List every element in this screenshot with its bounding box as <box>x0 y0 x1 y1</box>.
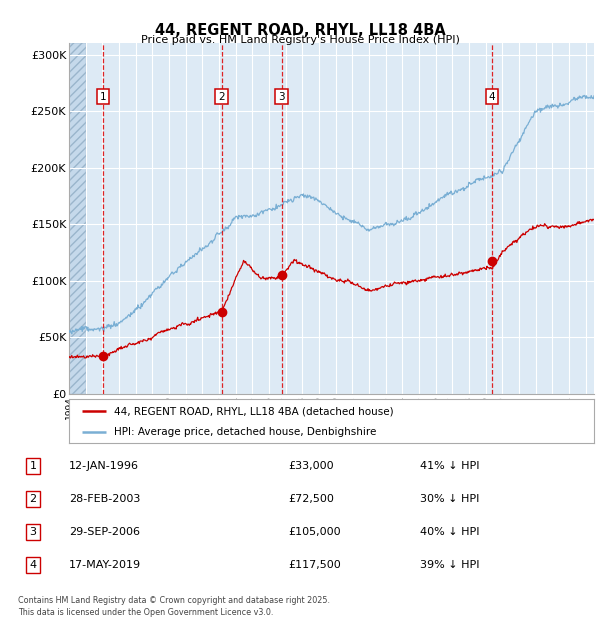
Text: 3: 3 <box>278 92 285 102</box>
Text: 4: 4 <box>488 92 496 102</box>
Text: 30% ↓ HPI: 30% ↓ HPI <box>420 494 479 504</box>
Text: 1: 1 <box>100 92 106 102</box>
Text: 4: 4 <box>29 560 37 570</box>
Bar <box>69 43 86 394</box>
Text: 44, REGENT ROAD, RHYL, LL18 4BA: 44, REGENT ROAD, RHYL, LL18 4BA <box>155 23 445 38</box>
Text: 3: 3 <box>29 527 37 537</box>
Text: 2: 2 <box>218 92 225 102</box>
Text: £117,500: £117,500 <box>288 560 341 570</box>
Text: Contains HM Land Registry data © Crown copyright and database right 2025.
This d: Contains HM Land Registry data © Crown c… <box>18 596 330 617</box>
Text: 2: 2 <box>29 494 37 504</box>
Text: 44, REGENT ROAD, RHYL, LL18 4BA (detached house): 44, REGENT ROAD, RHYL, LL18 4BA (detache… <box>113 406 393 416</box>
Text: 1: 1 <box>29 461 37 471</box>
Text: 39% ↓ HPI: 39% ↓ HPI <box>420 560 479 570</box>
Text: £72,500: £72,500 <box>288 494 334 504</box>
Text: 17-MAY-2019: 17-MAY-2019 <box>69 560 141 570</box>
Text: Price paid vs. HM Land Registry's House Price Index (HPI): Price paid vs. HM Land Registry's House … <box>140 35 460 45</box>
Text: HPI: Average price, detached house, Denbighshire: HPI: Average price, detached house, Denb… <box>113 427 376 437</box>
Text: 28-FEB-2003: 28-FEB-2003 <box>69 494 140 504</box>
Text: 12-JAN-1996: 12-JAN-1996 <box>69 461 139 471</box>
Text: £33,000: £33,000 <box>288 461 334 471</box>
Text: 40% ↓ HPI: 40% ↓ HPI <box>420 527 479 537</box>
Text: 29-SEP-2006: 29-SEP-2006 <box>69 527 140 537</box>
Text: £105,000: £105,000 <box>288 527 341 537</box>
Text: 41% ↓ HPI: 41% ↓ HPI <box>420 461 479 471</box>
